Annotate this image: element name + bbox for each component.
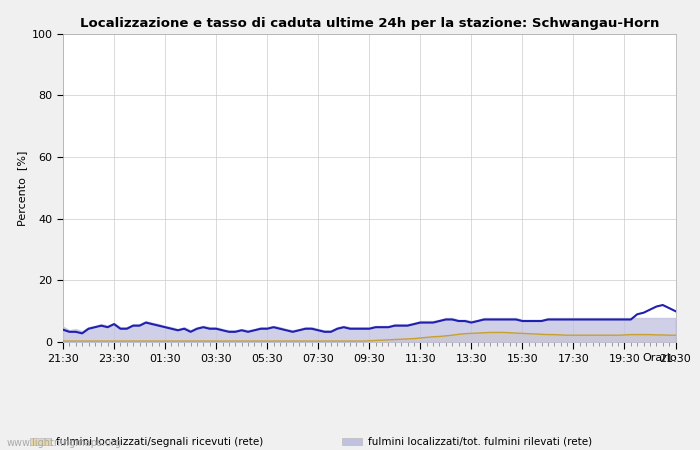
- Title: Localizzazione e tasso di caduta ultime 24h per la stazione: Schwangau-Horn: Localizzazione e tasso di caduta ultime …: [80, 17, 659, 30]
- Legend: fulmini localizzati/segnali ricevuti (rete), fulmini localizzati/segnali ricevut: fulmini localizzati/segnali ricevuti (re…: [26, 433, 664, 450]
- Text: www.lightningmaps.org: www.lightningmaps.org: [7, 438, 122, 448]
- Text: Orario: Orario: [643, 353, 678, 363]
- Y-axis label: Percento  [%]: Percento [%]: [18, 150, 27, 225]
